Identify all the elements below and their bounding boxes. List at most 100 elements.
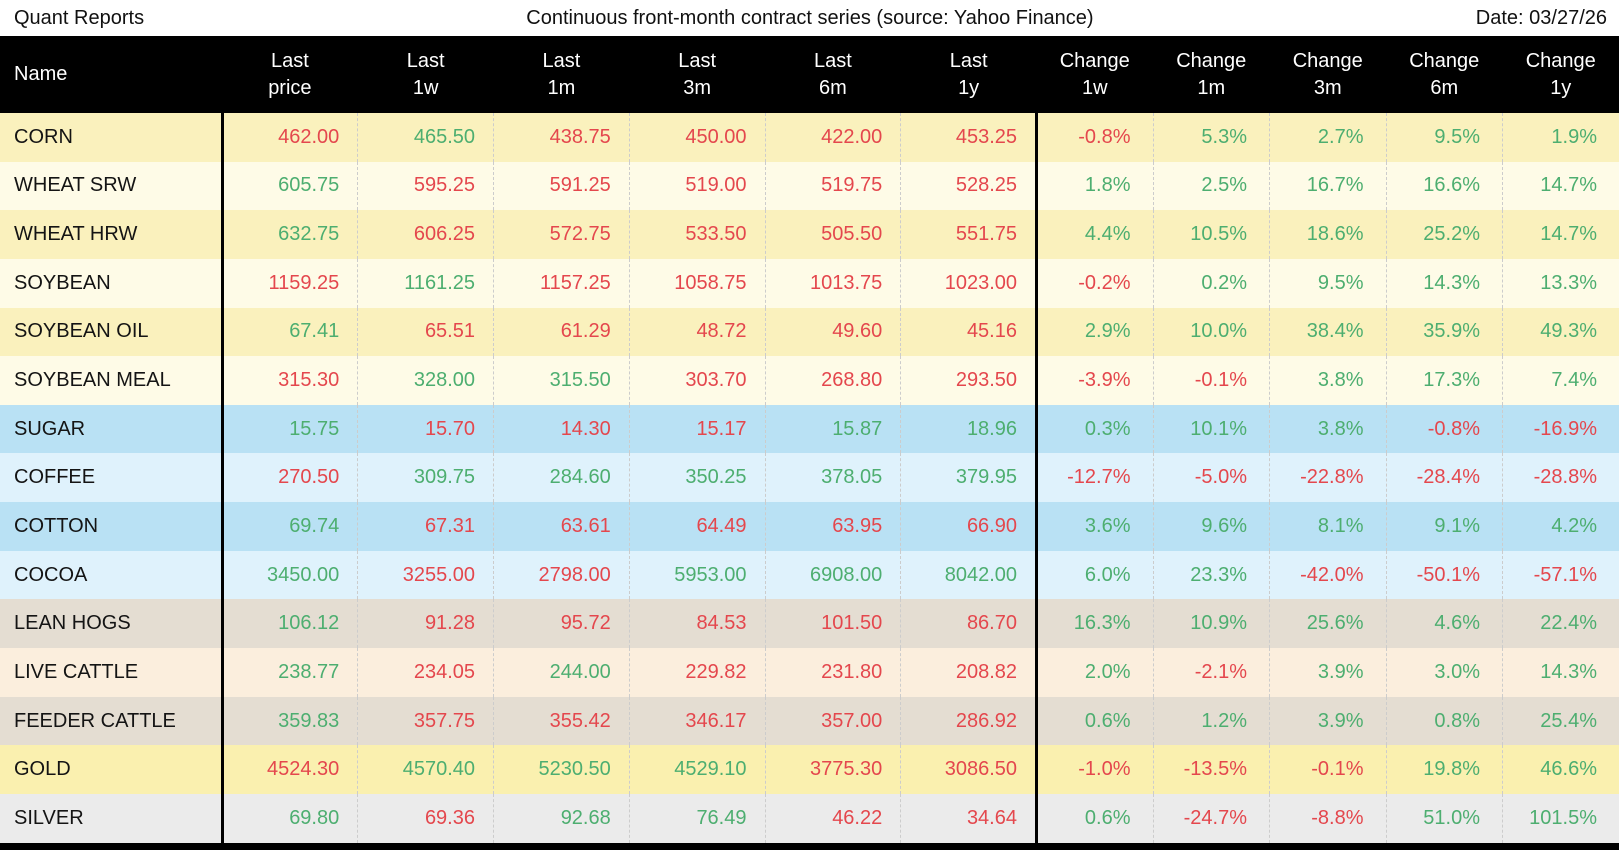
change-cell: 3.0% [1385, 648, 1503, 697]
price-cell: 293.50 [900, 356, 1037, 405]
change-cell: -42.0% [1269, 550, 1386, 600]
commodity-name: COCOA [14, 563, 88, 586]
column-header: Last 1m [542, 49, 581, 99]
price-cell: 533.50 [628, 210, 765, 259]
change-cell: 18.6% [1269, 210, 1386, 259]
change-cell: 3.8% [1269, 404, 1386, 454]
price-cell: 15.17 [628, 404, 765, 454]
price-cell: 95.72 [493, 599, 630, 649]
commodity-name: CORN [14, 125, 73, 148]
price-cell: 15.70 [357, 404, 494, 454]
table-row: COFFEE 270.50 309.75 284.60 350.25 378.05 379.… [0, 453, 1619, 503]
commodity-name: WHEAT HRW [14, 223, 138, 246]
price-cell: 528.25 [900, 161, 1037, 211]
change-cell: 1.8% [1035, 161, 1153, 211]
change-cell: 25.6% [1269, 599, 1386, 649]
price-cell: 606.25 [357, 210, 494, 259]
price-cell: 45.16 [900, 307, 1037, 357]
change-cell: 0.2% [1152, 258, 1270, 308]
change-cell: 0.6% [1035, 793, 1153, 843]
report-date: Date: 03/27/26 [1475, 6, 1607, 29]
change-cell: 10.9% [1152, 599, 1270, 649]
change-cell: 16.3% [1035, 599, 1153, 649]
change-cell: 23.3% [1152, 550, 1270, 600]
price-cell: 15.75 [220, 404, 358, 454]
price-cell: 69.74 [220, 502, 358, 551]
price-cell: 15.87 [764, 404, 901, 454]
change-cell: 3.9% [1269, 696, 1386, 746]
topbar: Quant Reports Continuous front-month con… [0, 0, 1619, 36]
price-cell: 5230.50 [493, 745, 630, 794]
change-cell: 2.7% [1269, 113, 1386, 162]
commodity-name: COTTON [14, 514, 99, 537]
change-cell: 9.1% [1385, 502, 1503, 551]
price-cell: 66.90 [900, 502, 1037, 551]
price-cell: 519.75 [764, 161, 901, 211]
change-cell: 10.1% [1152, 404, 1270, 454]
change-cell: 4.6% [1385, 599, 1503, 649]
price-cell: 462.00 [220, 113, 358, 162]
price-cell: 605.75 [220, 161, 358, 211]
price-cell: 357.75 [357, 696, 494, 746]
change-cell: -5.0% [1152, 453, 1270, 503]
change-cell: 38.4% [1269, 307, 1386, 357]
price-cell: 2798.00 [493, 550, 630, 600]
table-row: COTTON 69.74 67.31 63.61 64.49 63.95 66.90 3.6%… [0, 502, 1619, 551]
price-cell: 244.00 [493, 648, 630, 697]
price-cell: 591.25 [493, 161, 630, 211]
change-cell: 16.6% [1385, 161, 1503, 211]
price-cell: 3450.00 [220, 550, 358, 600]
report-name: Quant Reports [14, 6, 145, 29]
column-header: Change 3m [1292, 49, 1363, 99]
change-cell: -22.8% [1269, 453, 1386, 503]
price-cell: 286.92 [900, 696, 1037, 746]
table-row: SOYBEAN MEAL 315.30 328.00 315.50 303.70 268.… [0, 356, 1619, 405]
price-cell: 359.83 [220, 696, 358, 746]
price-cell: 465.50 [357, 113, 494, 162]
price-cell: 303.70 [628, 356, 765, 405]
price-cell: 450.00 [628, 113, 765, 162]
commodity-name: LIVE CATTLE [14, 660, 139, 683]
table-row: LIVE CATTLE 238.77 234.05 244.00 229.82 231.8… [0, 648, 1619, 697]
change-cell: 101.5% [1502, 793, 1619, 843]
change-cell: -0.8% [1035, 113, 1153, 162]
price-cell: 231.80 [764, 648, 901, 697]
price-cell: 346.17 [628, 696, 765, 746]
change-cell: 1.9% [1502, 113, 1619, 162]
change-cell: 19.8% [1385, 745, 1503, 794]
table-row: SUGAR 15.75 15.70 14.30 15.17 15.87 18.96 0.3% 1… [0, 404, 1619, 454]
change-cell: 0.3% [1035, 404, 1153, 454]
price-cell: 34.64 [900, 793, 1037, 843]
table-row: FEEDER CATTLE 359.83 357.75 355.42 346.17 357… [0, 696, 1619, 746]
price-cell: 519.00 [628, 161, 765, 211]
change-cell: 5.3% [1152, 113, 1270, 162]
commodity-name: SILVER [14, 806, 84, 829]
price-cell: 270.50 [220, 453, 358, 503]
price-cell: 357.00 [764, 696, 901, 746]
change-cell: -1.0% [1035, 745, 1153, 794]
change-cell: -16.9% [1502, 404, 1619, 454]
price-cell: 350.25 [628, 453, 765, 503]
change-cell: -0.2% [1035, 258, 1153, 308]
price-cell: 18.96 [900, 404, 1037, 454]
change-cell: 10.5% [1152, 210, 1270, 259]
change-cell: 6.0% [1035, 550, 1153, 600]
price-cell: 1013.75 [764, 258, 901, 308]
price-cell: 1161.25 [357, 258, 494, 308]
column-header: Last 6m [813, 49, 852, 99]
price-cell: 3086.50 [900, 745, 1037, 794]
price-cell: 49.60 [764, 307, 901, 357]
column-header: Last 1y [949, 49, 988, 99]
table-row: COCOA 3450.00 3255.00 2798.00 5953.00 6908.00… [0, 550, 1619, 600]
price-cell: 315.30 [220, 356, 358, 405]
change-cell: 9.5% [1269, 258, 1386, 308]
price-cell: 106.12 [220, 599, 358, 649]
change-cell: -0.1% [1152, 356, 1270, 405]
price-cell: 234.05 [357, 648, 494, 697]
price-cell: 61.29 [493, 307, 630, 357]
change-cell: 25.2% [1385, 210, 1503, 259]
change-cell: 14.7% [1502, 210, 1619, 259]
change-cell: 51.0% [1385, 793, 1503, 843]
price-cell: 438.75 [493, 113, 630, 162]
table-row: WHEAT SRW 605.75 595.25 591.25 519.00 519.75 5… [0, 161, 1619, 211]
